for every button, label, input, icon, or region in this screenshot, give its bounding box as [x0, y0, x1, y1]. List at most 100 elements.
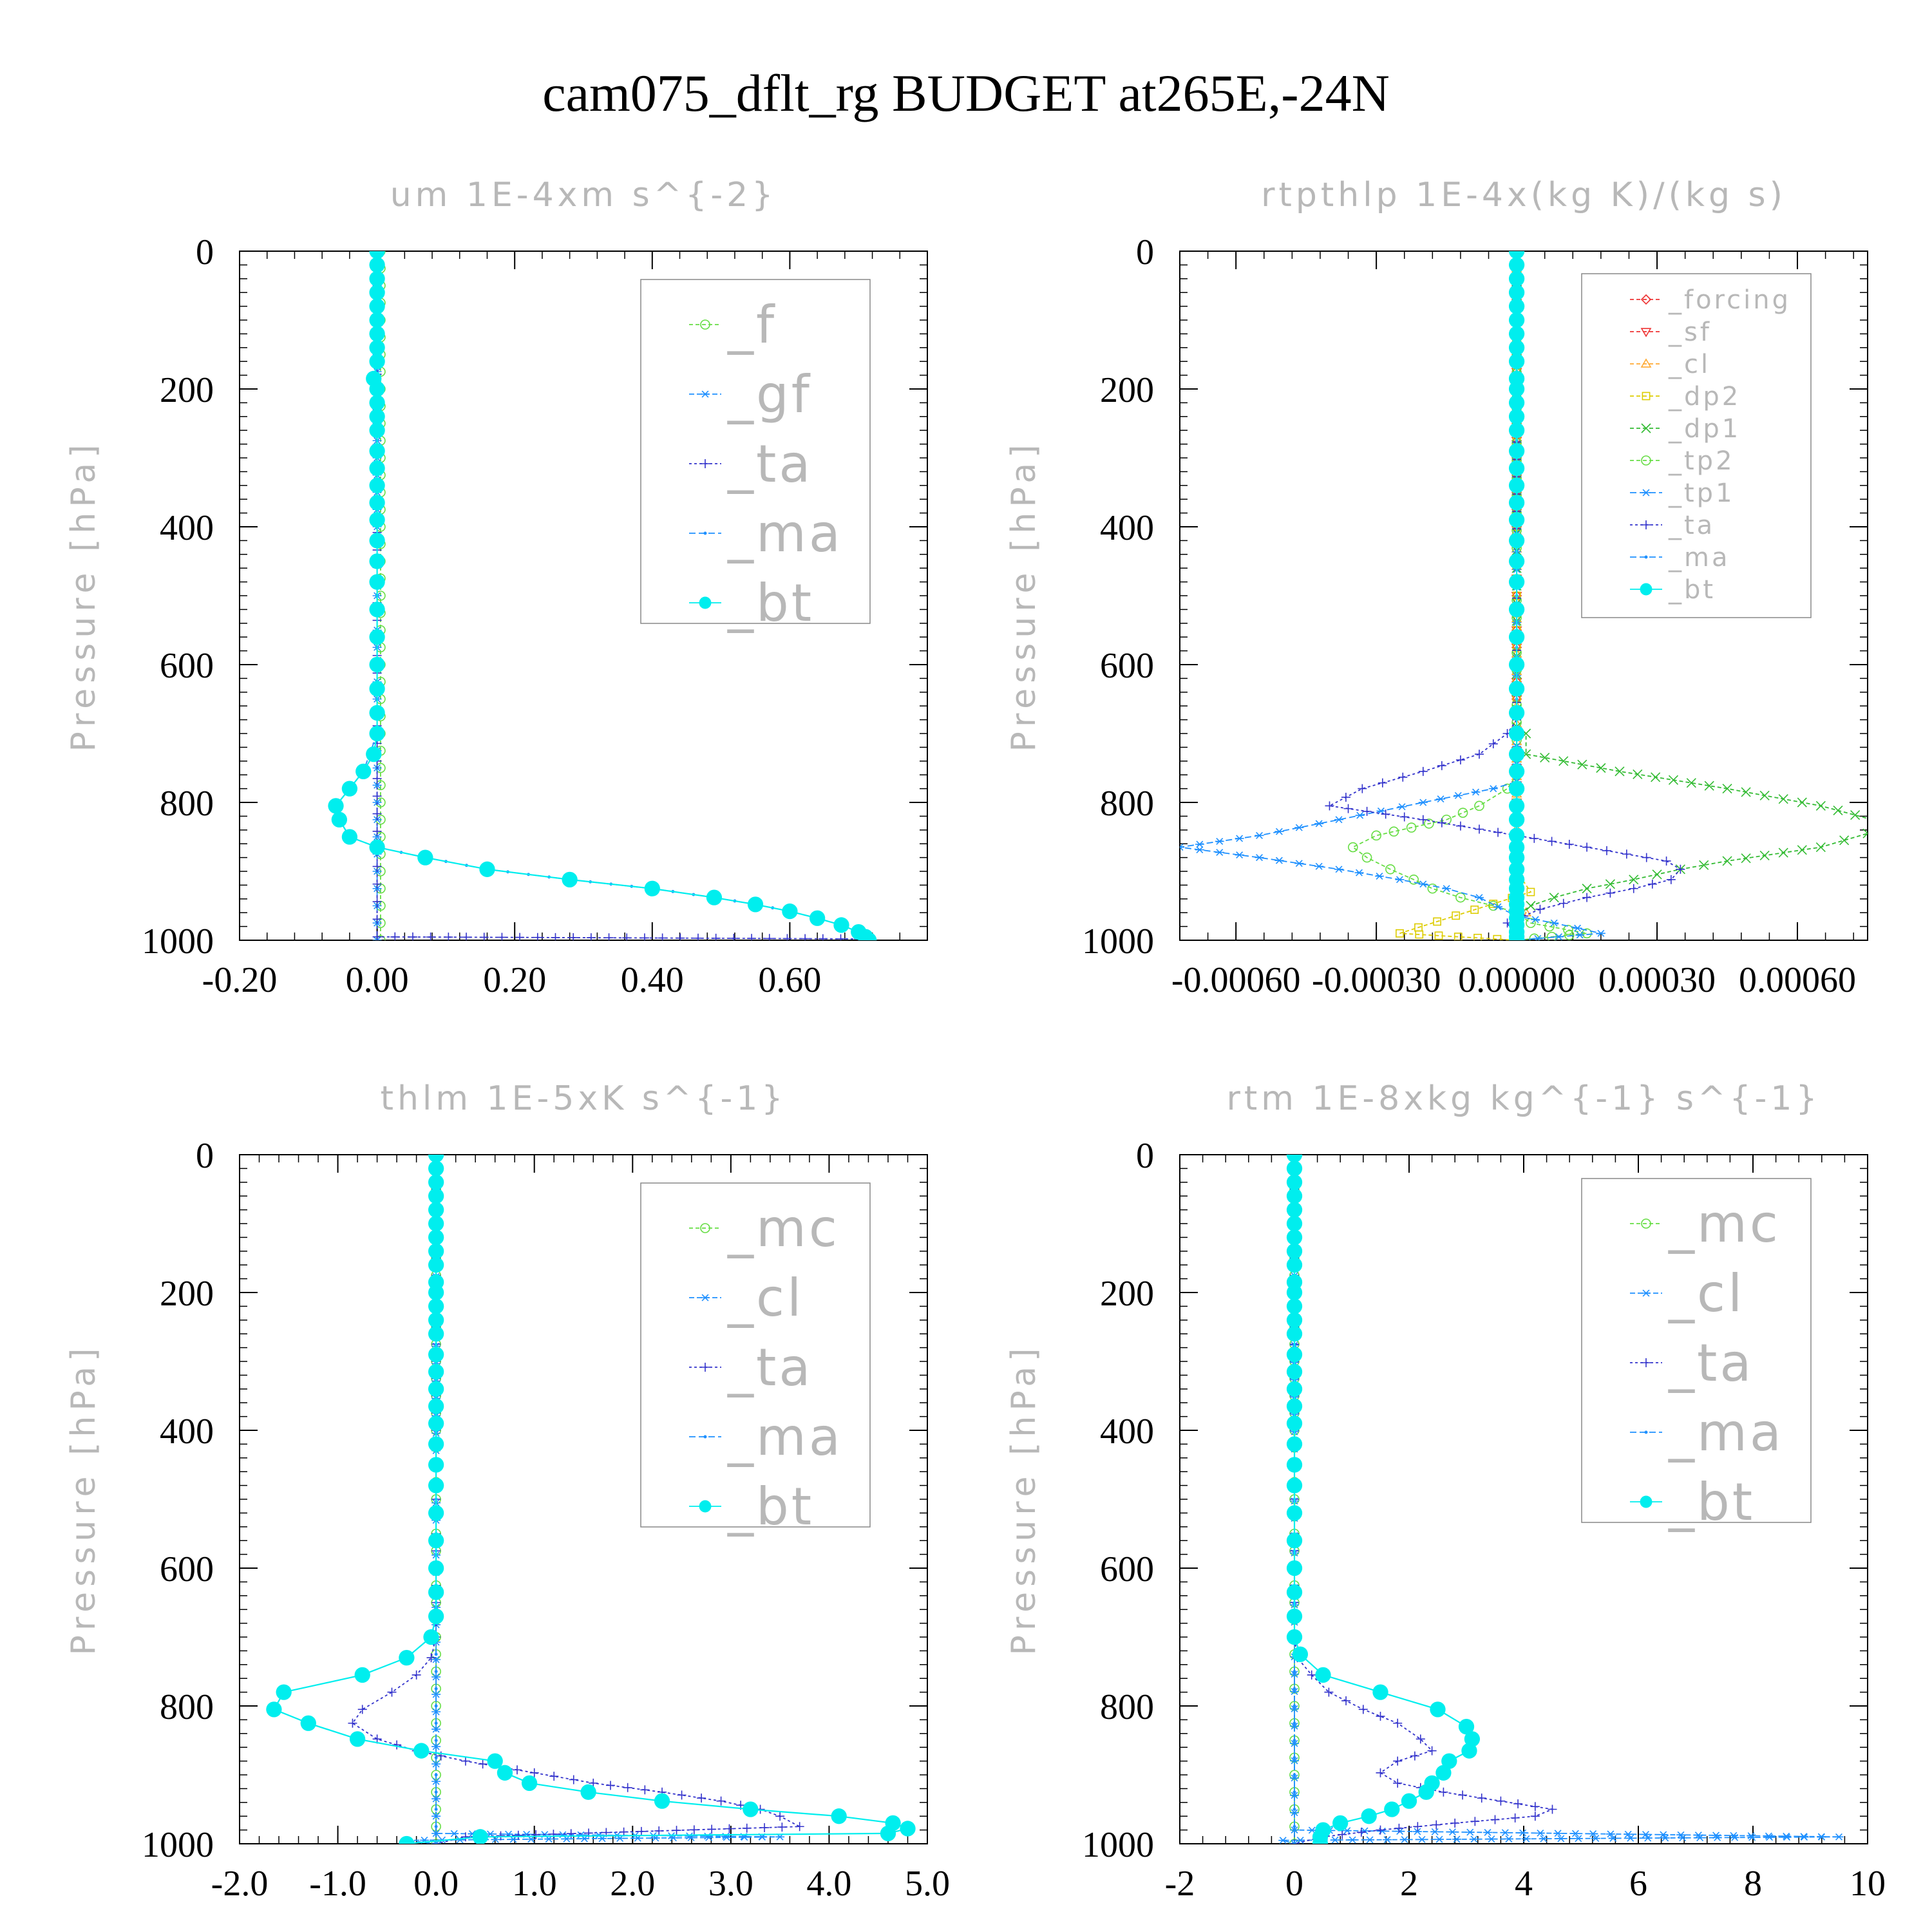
- data-point: [369, 725, 385, 742]
- data-point: [703, 1435, 707, 1439]
- data-point: [428, 1533, 444, 1549]
- data-point: [1314, 862, 1324, 870]
- data-point: [349, 1731, 366, 1747]
- x-tick-label: 0.40: [621, 960, 684, 1000]
- data-point: [1548, 1804, 1557, 1814]
- data-point: [1862, 828, 1868, 838]
- data-point: [1624, 1830, 1633, 1838]
- legend-label: _ta: [1668, 1333, 1754, 1393]
- legend-label: _ma: [1668, 543, 1730, 573]
- data-point: [1384, 1801, 1400, 1817]
- data-point: [1591, 1835, 1600, 1842]
- data-point: [369, 381, 385, 397]
- data-point: [369, 312, 385, 328]
- x-tick-label: 0: [1285, 1864, 1303, 1904]
- legend: _mc _cl _ta _ma _bt: [1581, 1178, 1812, 1532]
- legend-label: _cl: [727, 1268, 804, 1328]
- x-tick-label: -0.00030: [1312, 960, 1441, 1000]
- data-point: [369, 460, 385, 477]
- data-point: [900, 1821, 916, 1837]
- data-point: [434, 1653, 438, 1656]
- data-point: [472, 1829, 488, 1844]
- data-point: [431, 1690, 441, 1698]
- data-point: [1290, 1739, 1299, 1747]
- data-point: [1730, 1833, 1739, 1841]
- data-point: [701, 390, 710, 398]
- data-point: [1662, 856, 1671, 866]
- data-point: [1508, 574, 1525, 590]
- data-point: [428, 1326, 444, 1342]
- data-point: [1433, 917, 1441, 926]
- data-point: [1535, 1829, 1545, 1837]
- data-point: [1678, 1834, 1687, 1842]
- data-point: [366, 746, 382, 762]
- data-point: [1418, 815, 1428, 824]
- y-tick-label: 0: [196, 1136, 214, 1176]
- data-point: [372, 879, 382, 889]
- data-point: [775, 1812, 785, 1821]
- data-point: [1641, 1218, 1651, 1229]
- data-point: [1508, 932, 1525, 940]
- data-point: [1642, 1289, 1651, 1297]
- data-point: [701, 459, 710, 468]
- x-tick-label: 2: [1400, 1864, 1418, 1904]
- data-point: [1358, 784, 1367, 793]
- data-point: [1413, 1822, 1423, 1832]
- data-point: [497, 933, 507, 940]
- data-point: [1782, 1833, 1792, 1841]
- data-point: [1442, 885, 1452, 893]
- data-point: [1278, 1837, 1288, 1844]
- data-point: [700, 1223, 710, 1233]
- data-point: [1286, 1560, 1303, 1577]
- legend-item: _cl: [689, 1268, 804, 1328]
- data-point: [355, 763, 372, 779]
- data-point: [328, 798, 344, 814]
- legend-label: _dp1: [1668, 414, 1741, 444]
- data-point: [1286, 1629, 1303, 1645]
- y-tick-label: 400: [160, 508, 214, 548]
- data-point: [569, 933, 578, 940]
- data-point: [1354, 869, 1364, 876]
- x-tick-label: 2.0: [610, 1864, 655, 1904]
- data-point: [428, 1398, 444, 1414]
- data-point: [1588, 1830, 1598, 1837]
- data-point: [836, 934, 846, 940]
- data-point: [677, 1790, 687, 1800]
- data-point: [428, 1257, 444, 1273]
- data-point: [1274, 857, 1284, 864]
- data-point: [1778, 848, 1788, 858]
- data-point: [1290, 1840, 1299, 1844]
- data-point: [428, 1477, 444, 1493]
- data-point: [1526, 900, 1536, 911]
- data-point: [1286, 1381, 1303, 1397]
- data-point: [1374, 873, 1384, 880]
- data-point: [580, 1784, 596, 1800]
- data-point: [1215, 849, 1224, 857]
- data-point: [1778, 794, 1788, 804]
- data-point: [1324, 1687, 1334, 1697]
- data-point: [426, 933, 435, 940]
- data-point: [266, 1701, 282, 1718]
- legend-item: _dp2: [1630, 382, 1738, 412]
- data-point: [1508, 312, 1525, 328]
- data-point: [423, 1629, 439, 1645]
- data-point: [1286, 1457, 1303, 1473]
- data-point: [515, 933, 525, 940]
- data-point: [1293, 1721, 1296, 1725]
- data-point: [1712, 1834, 1722, 1841]
- data-point: [1651, 772, 1661, 782]
- data-point: [1458, 1718, 1475, 1735]
- data-point: [1396, 929, 1404, 938]
- data-point: [348, 1718, 357, 1728]
- data-point: [369, 298, 385, 314]
- chart-panel-2: rtpthlp 1E-4x(kg K)/(kg s) Pressure [hPa]…: [1005, 176, 1868, 1000]
- data-point: [1417, 1835, 1427, 1843]
- data-point: [412, 1670, 421, 1680]
- data-point: [1508, 257, 1525, 273]
- data-point: [1274, 828, 1284, 835]
- data-point: [1508, 512, 1525, 528]
- data-point: [1508, 553, 1525, 569]
- data-point: [1564, 930, 1575, 940]
- data-point: [729, 934, 739, 940]
